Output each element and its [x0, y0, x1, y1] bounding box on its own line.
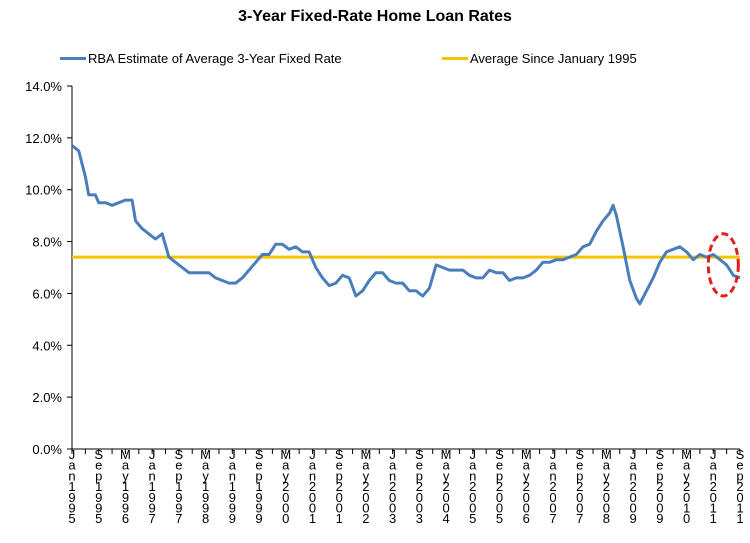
y-tick-label: 14.0% [25, 79, 62, 94]
highlight-ellipse [706, 232, 740, 298]
y-tick-label: 2.0% [32, 390, 62, 405]
legend-swatch-rba-estimate [60, 56, 86, 60]
legend-label-average: Average Since January 1995 [470, 50, 637, 66]
y-tick-label: 8.0% [32, 235, 62, 250]
plot-area [71, 144, 741, 306]
legend-swatch-average [442, 56, 468, 60]
y-axis: 0.0% 2.0% 4.0% 6.0% 8.0% 10.0% 12.0% 14.0% [25, 79, 73, 457]
y-tick-label: 4.0% [32, 338, 62, 353]
y-tick-label: 10.0% [25, 183, 62, 198]
series-line-rba-estimate [71, 144, 741, 306]
y-tick-label: 6.0% [32, 286, 62, 301]
legend-label-rba-estimate: RBA Estimate of Average 3-Year Fixed Rat… [88, 50, 342, 66]
legend-item-rba-estimate: RBA Estimate of Average 3-Year Fixed Rat… [60, 48, 342, 68]
y-tick-label: 0.0% [32, 442, 62, 457]
chart-title: 3-Year Fixed-Rate Home Loan Rates [238, 8, 512, 25]
chart-legend: RBA Estimate of Average 3-Year Fixed Rat… [0, 48, 750, 68]
legend-item-average: Average Since January 1995 [442, 48, 637, 68]
y-tick-label: 12.0% [25, 131, 62, 146]
